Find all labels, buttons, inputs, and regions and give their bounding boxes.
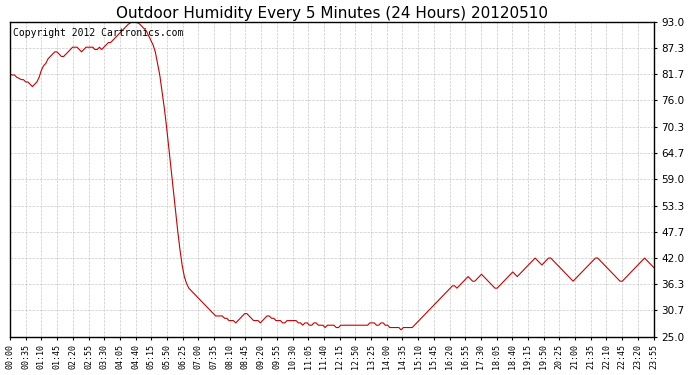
- Text: Copyright 2012 Cartronics.com: Copyright 2012 Cartronics.com: [13, 28, 184, 38]
- Title: Outdoor Humidity Every 5 Minutes (24 Hours) 20120510: Outdoor Humidity Every 5 Minutes (24 Hou…: [116, 6, 548, 21]
